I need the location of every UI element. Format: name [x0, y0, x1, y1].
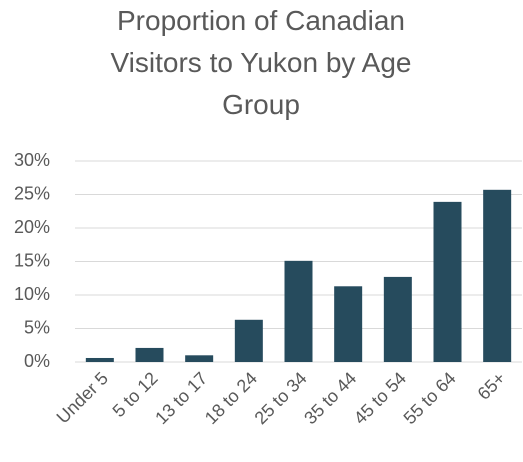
y-tick-label: 30%	[14, 150, 50, 170]
bar	[433, 201, 462, 362]
x-tick-label: 18 to 24	[201, 368, 261, 428]
x-tick-label: 65+	[474, 368, 510, 404]
x-tick-label: 25 to 34	[251, 368, 311, 428]
y-tick-label: 15%	[14, 250, 50, 270]
bar	[334, 286, 363, 362]
bar	[234, 319, 263, 362]
bar	[483, 189, 512, 362]
y-tick-label: 20%	[14, 217, 50, 237]
bar	[284, 260, 313, 362]
bar	[383, 276, 412, 362]
y-tick-label: 0%	[24, 351, 50, 371]
y-tick-label: 5%	[24, 317, 50, 337]
y-tick-label: 10%	[14, 284, 50, 304]
bar	[135, 347, 164, 362]
x-tick-label: 13 to 17	[151, 368, 211, 428]
x-tick-label: 35 to 44	[300, 368, 360, 428]
chart-title: Proportion of Canadian Visitors to Yukon…	[110, 5, 412, 120]
x-tick-label: Under 5	[53, 368, 112, 427]
y-tick-label: 25%	[14, 183, 50, 203]
bar	[185, 355, 214, 362]
bar	[85, 357, 114, 362]
x-tick-label: 45 to 54	[350, 368, 410, 428]
x-tick-label: 55 to 64	[400, 368, 460, 428]
